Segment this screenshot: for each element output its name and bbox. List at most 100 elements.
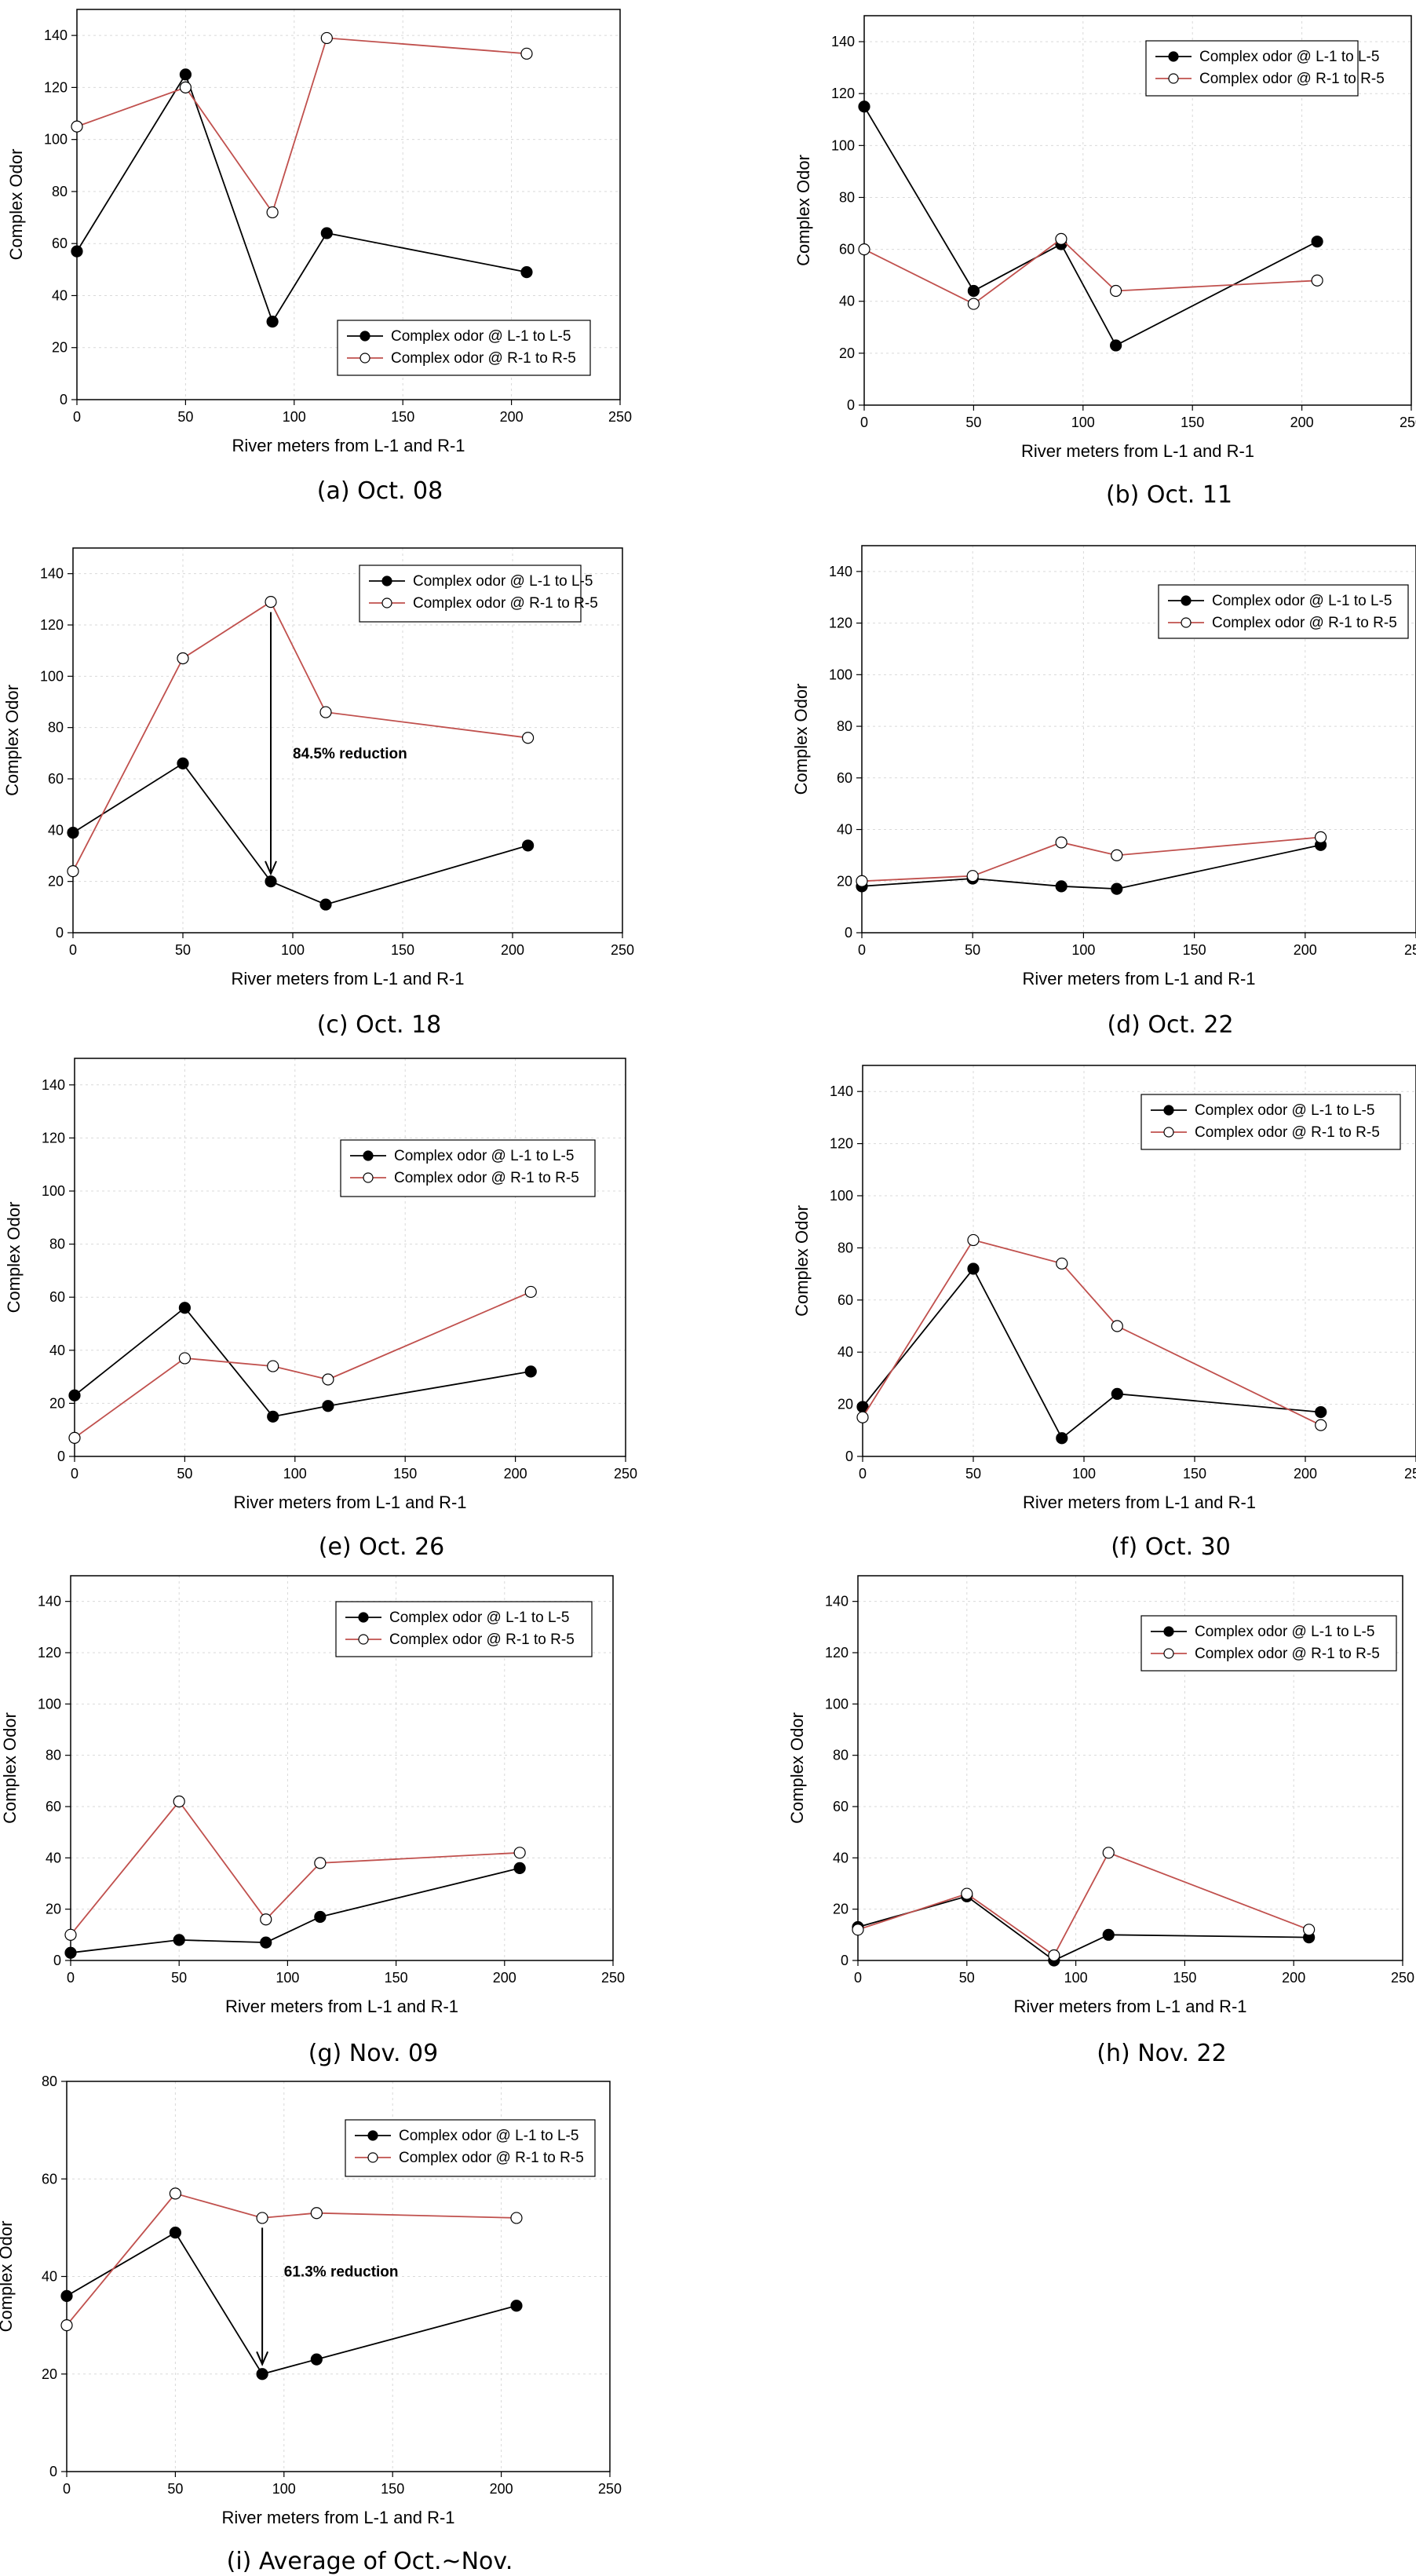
legend: Complex odor @ L-1 to L-5 Complex odor @ … xyxy=(359,565,598,623)
series-line-r xyxy=(857,1851,1309,1957)
data-point-r xyxy=(1056,1257,1068,1270)
y-tick-label: 140 xyxy=(829,564,852,579)
legend-swatch-marker xyxy=(358,1612,369,1623)
data-point-r xyxy=(68,1431,81,1444)
data-point-l xyxy=(319,898,332,911)
data-point-r xyxy=(177,652,189,665)
x-axis-label: River meters from L-1 and R-1 xyxy=(1023,1493,1256,1512)
x-tick-label: 150 xyxy=(1183,1466,1206,1482)
legend-box xyxy=(359,565,582,623)
x-tick-label: 150 xyxy=(381,2481,404,2497)
legend: Complex odor @ L-1 to L-5 Complex odor @ … xyxy=(1145,40,1385,97)
data-point-l xyxy=(1056,1432,1068,1445)
legend-entry: Complex odor @ L-1 to L-5 xyxy=(399,2128,578,2144)
y-tick-label: 80 xyxy=(833,1748,849,1763)
legend-entry: Complex odor @ R-1 to R-5 xyxy=(1199,71,1385,87)
y-tick-label: 20 xyxy=(839,345,855,361)
y-tick-label: 20 xyxy=(52,340,68,356)
legend-entry: Complex odor @ L-1 to L-5 xyxy=(391,328,571,345)
x-tick-label: 0 xyxy=(854,1970,862,1986)
data-point-l xyxy=(68,1389,81,1401)
y-tick-label: 140 xyxy=(40,566,64,582)
x-tick-label: 50 xyxy=(177,1466,192,1482)
y-tick-label: 20 xyxy=(838,1397,853,1412)
data-point-l xyxy=(320,227,333,239)
data-point-l xyxy=(266,316,279,328)
legend-entry: Complex odor @ R-1 to R-5 xyxy=(1212,615,1397,631)
series-line-l xyxy=(857,1895,1309,1962)
data-point-r xyxy=(858,243,870,256)
data-point-l xyxy=(1111,882,1123,895)
legend-entry: Complex odor @ L-1 to L-5 xyxy=(413,573,593,590)
data-point-l xyxy=(513,1862,526,1874)
y-tick-label: 140 xyxy=(831,34,855,49)
data-point-r xyxy=(173,1795,185,1808)
legend-box xyxy=(1158,584,1409,639)
series-line-r xyxy=(862,1239,1322,1427)
data-point-l xyxy=(178,1302,191,1314)
data-point-r xyxy=(513,1847,526,1859)
legend-entry: Complex odor @ R-1 to R-5 xyxy=(394,1170,579,1186)
plot-frame xyxy=(76,9,621,400)
legend-entry: Complex odor @ R-1 to R-5 xyxy=(391,350,576,367)
y-tick-label: 80 xyxy=(48,720,64,736)
legend-swatch-marker xyxy=(1168,73,1179,84)
y-tick-label: 120 xyxy=(830,1136,853,1152)
legend: Complex odor @ L-1 to L-5 Complex odor @ … xyxy=(337,320,591,376)
x-tick-label: 200 xyxy=(1290,415,1314,430)
x-tick-label: 50 xyxy=(965,942,980,958)
y-tick-label: 100 xyxy=(831,137,855,153)
y-tick-label: 140 xyxy=(38,1594,61,1610)
chart-panel: 0 50 100 150 200 250 0 20 40 60 80 100 120 140 River m… xyxy=(787,1575,1414,2067)
data-point-r xyxy=(856,875,868,887)
legend-box xyxy=(337,320,591,376)
data-point-r xyxy=(961,1887,973,1900)
chart-caption: (b) Oct. 11 xyxy=(1106,481,1232,509)
data-point-r xyxy=(1111,849,1123,862)
chart-panel: 0 50 100 150 200 250 0 20 40 60 80 100 120 140 River m… xyxy=(792,1065,1416,1561)
y-tick-label: 80 xyxy=(49,1237,65,1252)
y-axis-label: Complex Odor xyxy=(4,1202,24,1314)
data-point-r xyxy=(1055,836,1067,849)
x-tick-label: 0 xyxy=(69,942,77,958)
y-tick-label: 40 xyxy=(833,1850,849,1865)
x-tick-label: 150 xyxy=(393,1466,417,1482)
y-tick-label: 0 xyxy=(847,397,855,413)
data-point-r xyxy=(71,120,83,133)
legend-entry: Complex odor @ R-1 to R-5 xyxy=(413,595,598,612)
y-tick-label: 120 xyxy=(40,617,64,633)
x-tick-label: 50 xyxy=(965,1466,981,1482)
data-point-r xyxy=(179,81,192,94)
chart-caption: (f) Oct. 30 xyxy=(1111,1533,1231,1561)
chart-panel: 0 50 100 150 200 250 0 20 40 60 80 River meters fro… xyxy=(0,2074,622,2575)
x-axis-label: River meters from L-1 and R-1 xyxy=(232,436,465,455)
y-tick-label: 20 xyxy=(837,873,852,889)
data-point-r xyxy=(967,1233,980,1247)
data-point-r xyxy=(1315,1419,1327,1431)
legend-entry: Complex odor @ L-1 to L-5 xyxy=(394,1148,574,1164)
y-tick-label: 20 xyxy=(833,1902,849,1917)
y-tick-label: 20 xyxy=(49,1395,65,1411)
y-tick-label: 60 xyxy=(52,236,68,251)
legend-box xyxy=(345,2119,596,2177)
data-point-r xyxy=(521,732,535,744)
legend-box xyxy=(340,1139,596,1197)
y-tick-label: 0 xyxy=(845,1449,853,1464)
data-point-r xyxy=(1311,274,1323,287)
x-tick-label: 150 xyxy=(391,409,414,425)
series-line-r xyxy=(72,601,528,872)
data-point-l xyxy=(1315,1405,1327,1419)
data-point-l xyxy=(265,875,277,888)
legend-swatch-marker xyxy=(359,331,370,342)
legend-entry: Complex odor @ R-1 to R-5 xyxy=(389,1631,575,1648)
y-tick-label: 40 xyxy=(52,287,68,303)
legend-swatch-marker xyxy=(1163,1626,1174,1637)
legend: Complex odor @ L-1 to L-5 Complex odor @ … xyxy=(1158,584,1409,639)
data-point-l xyxy=(1111,1387,1123,1400)
series-line-l xyxy=(66,2231,517,2375)
data-point-r xyxy=(319,706,332,718)
legend-entry: Complex odor @ L-1 to L-5 xyxy=(1212,593,1392,609)
data-point-r xyxy=(967,298,980,310)
chart-caption: (h) Nov. 22 xyxy=(1097,2040,1226,2067)
legend: Complex odor @ L-1 to L-5 Complex odor @ … xyxy=(1140,1615,1397,1672)
